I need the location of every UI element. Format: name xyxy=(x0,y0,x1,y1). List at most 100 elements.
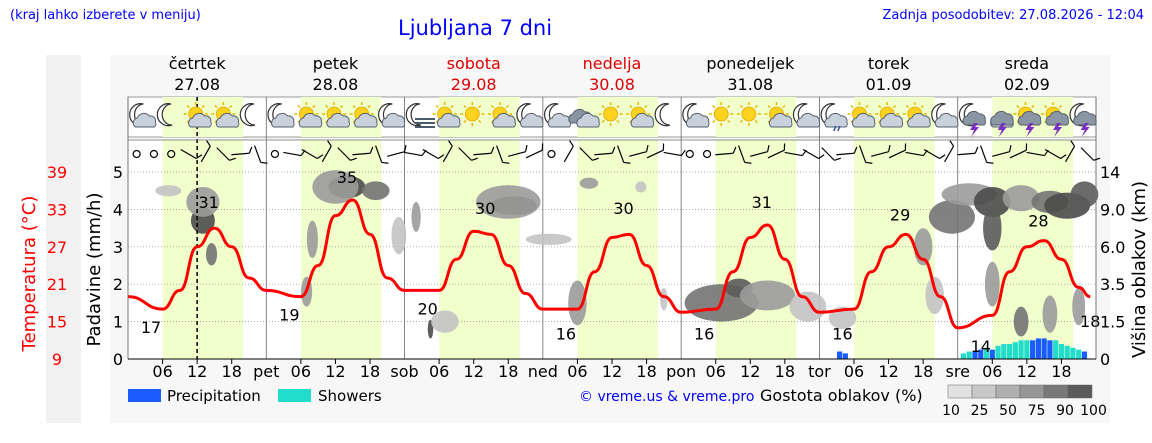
day-name: sreda xyxy=(1005,54,1049,73)
wind-barb-shape xyxy=(715,146,737,156)
x-day-abbr: pon xyxy=(666,362,696,381)
precip-tick-label: 4 xyxy=(113,200,123,219)
wind-barb xyxy=(200,140,211,163)
wind-barb xyxy=(871,144,891,157)
wind-barb-shape xyxy=(442,140,453,163)
sun-ray xyxy=(865,104,869,109)
day-date: 01.09 xyxy=(866,75,912,94)
temperature-label: 29 xyxy=(890,205,910,224)
wind-barb-shape xyxy=(1080,147,1101,161)
moon-fog-icon xyxy=(405,103,435,128)
wind-barb xyxy=(473,146,495,156)
cloud-blob xyxy=(739,280,796,311)
barb-feather xyxy=(888,144,891,152)
barb-shaft xyxy=(750,151,768,157)
calm-circle xyxy=(685,149,694,159)
wind-barb-shape xyxy=(231,146,253,156)
wind-barb-shape xyxy=(836,146,858,156)
cloud-shape xyxy=(934,112,959,128)
wind-barb xyxy=(767,143,786,159)
sun-ray xyxy=(739,119,744,124)
wind-barb-shape xyxy=(629,144,649,157)
barb-feather xyxy=(448,140,453,147)
barb-shaft xyxy=(767,149,785,159)
cloud-density-tick: 50 xyxy=(999,403,1017,419)
barb-shaft xyxy=(579,147,593,161)
cloud-height-tick-label: 9.0 xyxy=(1100,200,1125,219)
barb-feather xyxy=(471,157,478,161)
rain-drop xyxy=(833,125,837,132)
cloud-density-swatch xyxy=(1043,384,1069,399)
wind-barb xyxy=(422,148,445,160)
legend-showers-label: Showers xyxy=(318,387,382,405)
cloud-density-swatch xyxy=(947,384,973,399)
wind-barb-shape xyxy=(508,144,528,157)
barb-shaft xyxy=(337,147,351,161)
cloud-density-tick: 75 xyxy=(1028,403,1046,419)
barb-feather xyxy=(949,140,955,147)
wind-barb xyxy=(231,146,253,156)
wind-barb xyxy=(216,147,236,161)
wind-barb-shape xyxy=(563,140,574,163)
wind-barb xyxy=(375,145,389,164)
cloud-blob xyxy=(660,287,668,311)
credit-link: © vreme.us & vreme.pro xyxy=(579,389,754,405)
x-tick-label: 12 xyxy=(325,362,345,381)
barb-feather xyxy=(502,161,510,164)
showers-bar xyxy=(1024,340,1030,359)
cloud-shape xyxy=(271,112,295,128)
cloud-density-tick: 100 xyxy=(1080,403,1107,419)
cloud-density-title: Gostota oblakov (%) xyxy=(760,386,923,405)
barb-shaft xyxy=(404,151,423,157)
wind-barb xyxy=(702,149,712,159)
precip-tick-label: 2 xyxy=(113,275,123,294)
day-name: nedelja xyxy=(583,54,642,73)
wind-barb xyxy=(715,146,737,156)
cloud-blob xyxy=(155,185,182,197)
precipitation-bar xyxy=(1047,340,1053,359)
wind-barb xyxy=(301,148,324,160)
barb-shaft xyxy=(859,145,867,163)
cloud-blob xyxy=(361,181,390,201)
barb-feather xyxy=(541,143,544,151)
showers-bar xyxy=(1070,347,1076,359)
barb-shaft xyxy=(738,145,746,163)
lightning-shape xyxy=(1053,123,1063,137)
barb-feather xyxy=(1070,140,1076,147)
cloud-shape xyxy=(768,112,793,128)
cloud-height-tick-label: 1.5 xyxy=(1100,313,1125,332)
barb-feather xyxy=(986,161,994,164)
barb-shaft xyxy=(905,151,924,157)
showers-bar xyxy=(1012,342,1018,359)
precip-tick-label: 0 xyxy=(113,350,123,369)
barb-feather xyxy=(260,161,268,164)
barb-feather xyxy=(229,157,236,161)
wind-barb xyxy=(750,144,770,157)
sun-ray xyxy=(186,104,190,109)
moon-icon xyxy=(156,103,173,127)
precipitation-bar xyxy=(837,351,843,359)
wind-barb xyxy=(180,148,203,160)
wind-barb xyxy=(992,144,1012,157)
x-tick-label: 06 xyxy=(706,362,726,381)
cloud-height-tick-label: 0 xyxy=(1100,350,1110,369)
wind-barb xyxy=(617,145,631,164)
barb-shaft xyxy=(231,152,250,156)
legend-showers-swatch xyxy=(278,389,311,402)
moon-cloud-icon xyxy=(516,103,544,128)
wind-barb xyxy=(458,147,478,161)
cloud-shape xyxy=(576,112,600,128)
sun-ray xyxy=(435,104,439,109)
wind-barb-shape xyxy=(859,145,873,164)
wind-barb xyxy=(1080,147,1101,161)
calm-circle xyxy=(702,149,712,159)
barb-shaft xyxy=(1080,147,1095,161)
header-left-note[interactable]: (kraj lahko izberete v meniju) xyxy=(10,8,201,23)
barb-shaft xyxy=(301,148,318,160)
wind-barb xyxy=(254,145,268,164)
cloud-icon xyxy=(568,108,600,128)
cloud-blob xyxy=(1013,306,1029,337)
x-tick-label: 18 xyxy=(222,362,242,381)
barb-feather xyxy=(744,161,752,164)
cloud-shape xyxy=(1045,110,1070,126)
